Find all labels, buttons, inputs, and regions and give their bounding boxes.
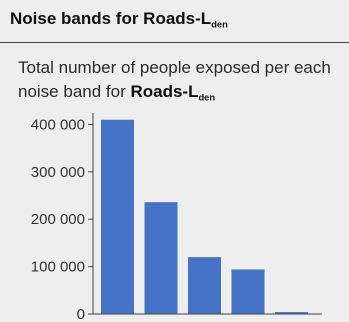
bar[interactable]	[101, 119, 134, 314]
chart-series-subscript: den	[198, 92, 216, 103]
panel-header: Noise bands for Roads-Lden	[0, 0, 349, 42]
y-tick-label: 100 000	[31, 259, 85, 276]
bar[interactable]	[144, 202, 178, 314]
bar[interactable]	[188, 257, 221, 314]
y-tick-label: 0	[77, 306, 85, 322]
y-axis-ticks: 0 100 000 200 000 300 000 400 000	[31, 116, 93, 322]
chart-series-name: Roads-Lden	[130, 82, 216, 103]
panel-title-main: Noise bands for Roads-L	[10, 9, 212, 28]
chart-description-text: Total number of people exposed per each …	[18, 58, 331, 101]
bars	[101, 119, 308, 314]
header-divider	[0, 42, 349, 43]
bar[interactable]	[275, 312, 308, 314]
panel-title-subscript: den	[211, 19, 228, 30]
y-tick-label: 400 000	[31, 116, 85, 133]
panel-title: Noise bands for Roads-Lden	[10, 9, 228, 29]
y-tick-label: 200 000	[31, 211, 85, 228]
chart-description: Total number of people exposed per each …	[18, 56, 343, 109]
bar[interactable]	[231, 269, 265, 314]
y-tick-label: 300 000	[31, 164, 85, 181]
chart-series-main: Roads-L	[130, 82, 199, 101]
